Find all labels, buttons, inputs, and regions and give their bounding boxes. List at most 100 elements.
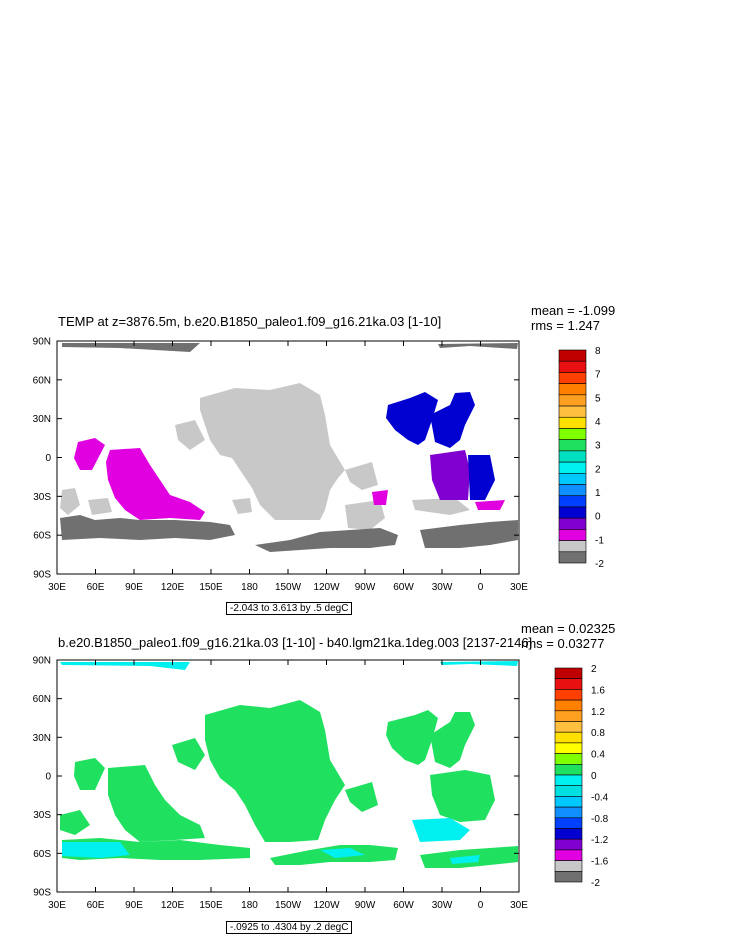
legend-swatch <box>554 785 583 797</box>
legend-label: -2 <box>595 559 604 570</box>
lon-label: 30E <box>510 900 528 911</box>
land-patch <box>320 848 365 858</box>
legend-label: 1.2 <box>591 707 605 718</box>
legend-label: 4 <box>595 417 601 428</box>
lon-label: 180 <box>241 900 258 911</box>
legend-swatch <box>554 817 583 829</box>
lon-label: 0 <box>478 900 484 911</box>
legend-swatch <box>554 806 583 819</box>
legend-label: 7 <box>595 370 601 381</box>
land-patch <box>205 700 345 842</box>
legend-swatch <box>554 742 583 754</box>
lon-label: 60E <box>87 900 105 911</box>
legend-label: 0 <box>595 512 601 523</box>
legend-label: 3 <box>595 441 601 452</box>
land-patch <box>88 498 112 515</box>
mean-stat: mean = -1.099 <box>531 303 616 318</box>
legend-label: -0.4 <box>591 792 609 803</box>
lat-label: 60S <box>33 531 51 542</box>
map-panel-1: 90N 60N 30N 0 30S 60S 90S 30E 60E 90E 120E 150E 180 1… <box>33 303 616 615</box>
land-patch <box>430 392 475 448</box>
lon-label: 150W <box>275 582 302 593</box>
land-patch <box>62 842 130 858</box>
legend-swatch <box>554 678 583 690</box>
legend-swatch <box>554 721 583 733</box>
land-patch <box>175 420 205 450</box>
lon-label: 30E <box>510 582 528 593</box>
lat-label: 60N <box>33 694 51 705</box>
legend-label: 1 <box>595 488 601 499</box>
land-patch <box>412 498 470 515</box>
lat-label: 90S <box>33 570 51 581</box>
lon-label: 60W <box>393 900 414 911</box>
land-patch <box>440 661 518 666</box>
land-patch <box>412 818 470 842</box>
lon-label: 90W <box>355 582 376 593</box>
legend-swatch <box>554 731 583 744</box>
lon-label: 30W <box>432 582 453 593</box>
legend-swatch <box>554 849 583 861</box>
legend-label: -2 <box>591 878 600 889</box>
legend-label: 5 <box>595 393 601 404</box>
land-patch <box>60 810 90 835</box>
legend-label: 1.6 <box>591 685 605 696</box>
lon-label: 90W <box>355 900 376 911</box>
lat-label: 90N <box>33 337 51 348</box>
land-patch <box>60 488 80 515</box>
legend-swatch <box>554 838 583 851</box>
legend-swatch <box>554 796 583 808</box>
land-patch <box>386 710 438 765</box>
lon-label: 120W <box>313 900 340 911</box>
lon-label: 120W <box>313 582 340 593</box>
legend-swatch <box>554 699 583 712</box>
lat-label: 0 <box>45 772 51 783</box>
land-patch <box>74 438 105 470</box>
legend-swatch <box>554 774 583 786</box>
land-patch <box>232 498 252 514</box>
land-patch <box>106 448 205 520</box>
lat-label: 30S <box>33 810 51 821</box>
contour-range-note: -2.043 to 3.613 by .5 degC <box>226 602 353 615</box>
land-patch <box>345 500 385 530</box>
legend-swatch <box>554 710 583 722</box>
land-patch <box>60 662 190 670</box>
lon-label: 30E <box>48 900 66 911</box>
contour-range-note: -.0925 to .4304 by .2 degC <box>226 921 353 934</box>
lon-label: 150W <box>275 900 302 911</box>
legend-swatch <box>554 763 583 776</box>
rms-stat: rms = 1.247 <box>531 318 601 333</box>
lat-label: 90S <box>33 888 51 899</box>
lat-label: 30N <box>33 733 51 744</box>
land-patch <box>200 383 345 520</box>
lat-label: 60N <box>33 375 51 386</box>
legend-label: 2 <box>595 464 601 475</box>
lat-label: 90N <box>33 656 51 667</box>
land-patch <box>74 758 105 790</box>
mean-stat: mean = 0.02325 <box>521 621 616 636</box>
land-patch <box>430 450 470 500</box>
legend-label: 0 <box>591 771 597 782</box>
lat-label: 30N <box>33 414 51 425</box>
legend-label: 2 <box>591 664 597 675</box>
land-patch <box>62 343 200 352</box>
land-patch <box>430 712 475 768</box>
land-patch <box>345 462 378 490</box>
land-patch <box>438 343 518 349</box>
legend-label: 0.8 <box>591 728 605 739</box>
legend-label: 0.4 <box>591 750 605 761</box>
legend-swatch <box>554 667 583 679</box>
continents-layer <box>60 661 518 868</box>
land-patch <box>108 765 205 842</box>
legend-swatch <box>554 828 583 840</box>
land-patch <box>450 855 480 864</box>
lon-label: 0 <box>478 582 484 593</box>
land-patch <box>372 490 388 505</box>
legend-swatch <box>558 551 587 564</box>
map-title: b.e20.B1850_paleo1.f09_g16.21ka.03 [1-10… <box>58 635 533 650</box>
lon-label: 90E <box>125 582 143 593</box>
lon-label: 120E <box>161 582 185 593</box>
land-patch <box>430 770 495 822</box>
legend-swatch <box>554 753 583 765</box>
continents-layer <box>60 343 518 552</box>
